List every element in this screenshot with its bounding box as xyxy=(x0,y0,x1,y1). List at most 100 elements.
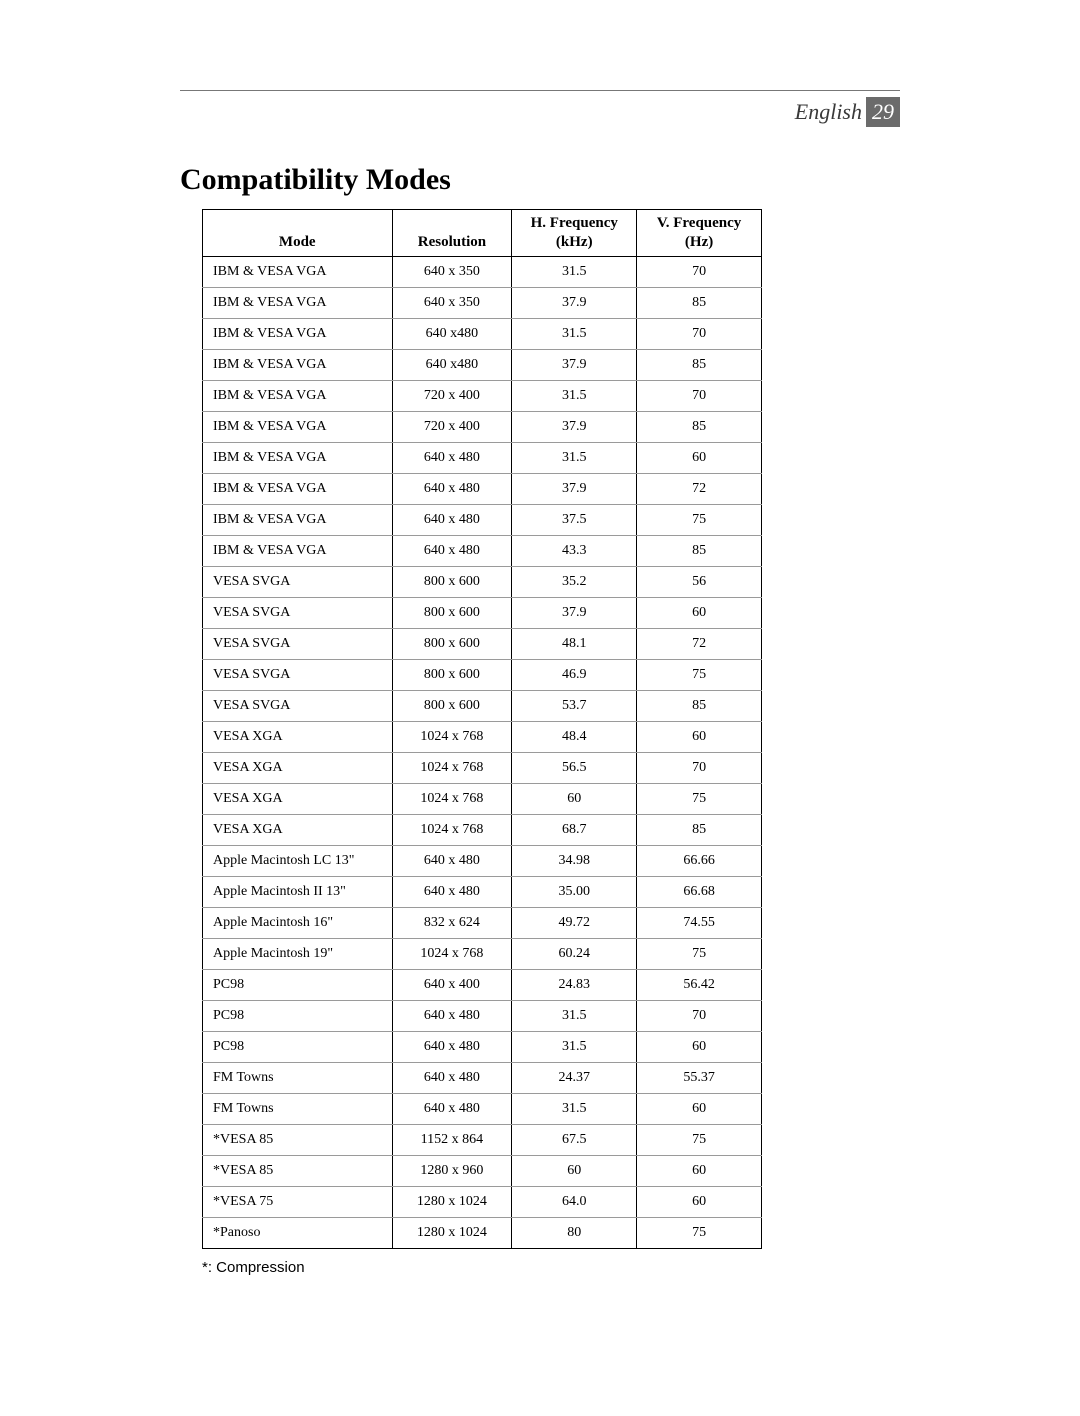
table-row: VESA SVGA800 x 60037.960 xyxy=(203,597,762,628)
table-row: IBM & VESA VGA720 x 40037.985 xyxy=(203,411,762,442)
cell-hfreq: 37.9 xyxy=(512,411,637,442)
cell-mode: IBM & VESA VGA xyxy=(203,473,393,504)
cell-hfreq: 43.3 xyxy=(512,535,637,566)
page-number: 29 xyxy=(866,97,900,127)
cell-vfreq: 75 xyxy=(637,783,762,814)
cell-mode: *VESA 85 xyxy=(203,1155,393,1186)
table-row: IBM & VESA VGA640 x48037.985 xyxy=(203,349,762,380)
cell-hfreq: 60.24 xyxy=(512,938,637,969)
cell-vfreq: 60 xyxy=(637,442,762,473)
cell-hfreq: 80 xyxy=(512,1217,637,1248)
cell-resolution: 800 x 600 xyxy=(392,690,512,721)
cell-vfreq: 72 xyxy=(637,628,762,659)
cell-resolution: 640 x 480 xyxy=(392,504,512,535)
table-row: IBM & VESA VGA640 x48031.570 xyxy=(203,318,762,349)
cell-mode: VESA SVGA xyxy=(203,566,393,597)
cell-resolution: 1152 x 864 xyxy=(392,1124,512,1155)
cell-hfreq: 31.5 xyxy=(512,442,637,473)
cell-mode: VESA XGA xyxy=(203,752,393,783)
cell-mode: FM Towns xyxy=(203,1062,393,1093)
col-header-resolution: Resolution xyxy=(392,210,512,257)
cell-mode: PC98 xyxy=(203,1000,393,1031)
cell-mode: VESA XGA xyxy=(203,814,393,845)
col-header-hfreq-line1: H. Frequency xyxy=(531,215,618,231)
table-row: VESA SVGA800 x 60053.785 xyxy=(203,690,762,721)
col-header-hfreq-line2: (kHz) xyxy=(556,234,593,250)
cell-vfreq: 70 xyxy=(637,318,762,349)
cell-resolution: 800 x 600 xyxy=(392,566,512,597)
cell-resolution: 800 x 600 xyxy=(392,628,512,659)
cell-mode: VESA XGA xyxy=(203,783,393,814)
table-row: IBM & VESA VGA720 x 40031.570 xyxy=(203,380,762,411)
cell-mode: Apple Macintosh LC 13" xyxy=(203,845,393,876)
cell-mode: Apple Macintosh 16" xyxy=(203,907,393,938)
table-row: IBM & VESA VGA640 x 48043.385 xyxy=(203,535,762,566)
cell-hfreq: 31.5 xyxy=(512,1093,637,1124)
cell-resolution: 800 x 600 xyxy=(392,659,512,690)
cell-hfreq: 31.5 xyxy=(512,380,637,411)
cell-mode: IBM & VESA VGA xyxy=(203,411,393,442)
cell-hfreq: 31.5 xyxy=(512,318,637,349)
cell-hfreq: 31.5 xyxy=(512,256,637,287)
cell-vfreq: 60 xyxy=(637,1031,762,1062)
table-row: IBM & VESA VGA640 x 48031.560 xyxy=(203,442,762,473)
cell-hfreq: 31.5 xyxy=(512,1031,637,1062)
col-header-vfreq-line1: V. Frequency xyxy=(657,215,741,231)
cell-hfreq: 48.1 xyxy=(512,628,637,659)
table-row: FM Towns640 x 48031.560 xyxy=(203,1093,762,1124)
cell-vfreq: 85 xyxy=(637,814,762,845)
table-row: VESA XGA1024 x 76856.570 xyxy=(203,752,762,783)
cell-vfreq: 85 xyxy=(637,535,762,566)
cell-resolution: 640 x 400 xyxy=(392,969,512,1000)
cell-mode: FM Towns xyxy=(203,1093,393,1124)
table-row: *Panoso1280 x 10248075 xyxy=(203,1217,762,1248)
cell-hfreq: 31.5 xyxy=(512,1000,637,1031)
cell-mode: VESA SVGA xyxy=(203,690,393,721)
table-body: IBM & VESA VGA640 x 35031.570IBM & VESA … xyxy=(203,256,762,1248)
cell-resolution: 640 x480 xyxy=(392,318,512,349)
table-row: VESA SVGA800 x 60046.975 xyxy=(203,659,762,690)
cell-hfreq: 64.0 xyxy=(512,1186,637,1217)
cell-mode: PC98 xyxy=(203,1031,393,1062)
col-header-vfreq-line2: (Hz) xyxy=(685,234,713,250)
cell-vfreq: 60 xyxy=(637,1186,762,1217)
cell-resolution: 640 x 350 xyxy=(392,287,512,318)
top-rule xyxy=(180,90,900,91)
cell-vfreq: 66.68 xyxy=(637,876,762,907)
page: English 29 Compatibility Modes Mode Reso… xyxy=(0,0,1080,1416)
cell-resolution: 640 x 480 xyxy=(392,473,512,504)
cell-hfreq: 35.2 xyxy=(512,566,637,597)
cell-hfreq: 53.7 xyxy=(512,690,637,721)
cell-mode: IBM & VESA VGA xyxy=(203,380,393,411)
cell-mode: VESA SVGA xyxy=(203,628,393,659)
cell-resolution: 640 x 480 xyxy=(392,1000,512,1031)
table-row: VESA SVGA800 x 60048.172 xyxy=(203,628,762,659)
cell-vfreq: 75 xyxy=(637,659,762,690)
cell-hfreq: 67.5 xyxy=(512,1124,637,1155)
cell-resolution: 1024 x 768 xyxy=(392,814,512,845)
cell-hfreq: 68.7 xyxy=(512,814,637,845)
cell-hfreq: 37.9 xyxy=(512,597,637,628)
cell-mode: *VESA 85 xyxy=(203,1124,393,1155)
cell-hfreq: 49.72 xyxy=(512,907,637,938)
page-title: Compatibility Modes xyxy=(180,163,900,197)
cell-mode: PC98 xyxy=(203,969,393,1000)
table-row: PC98640 x 40024.8356.42 xyxy=(203,969,762,1000)
table-row: VESA XGA1024 x 7686075 xyxy=(203,783,762,814)
cell-vfreq: 70 xyxy=(637,752,762,783)
footnote: *: Compression xyxy=(202,1259,900,1276)
cell-mode: IBM & VESA VGA xyxy=(203,256,393,287)
cell-resolution: 1024 x 768 xyxy=(392,783,512,814)
table-row: IBM & VESA VGA640 x 35031.570 xyxy=(203,256,762,287)
cell-vfreq: 74.55 xyxy=(637,907,762,938)
compatibility-table: Mode Resolution H. Frequency (kHz) V. Fr… xyxy=(202,209,762,1249)
cell-mode: IBM & VESA VGA xyxy=(203,535,393,566)
cell-resolution: 640 x 480 xyxy=(392,442,512,473)
col-header-vfreq: V. Frequency (Hz) xyxy=(637,210,762,257)
table-row: Apple Macintosh 16"832 x 62449.7274.55 xyxy=(203,907,762,938)
cell-vfreq: 75 xyxy=(637,1217,762,1248)
cell-hfreq: 37.5 xyxy=(512,504,637,535)
cell-hfreq: 60 xyxy=(512,783,637,814)
cell-vfreq: 75 xyxy=(637,504,762,535)
table-row: IBM & VESA VGA640 x 48037.972 xyxy=(203,473,762,504)
